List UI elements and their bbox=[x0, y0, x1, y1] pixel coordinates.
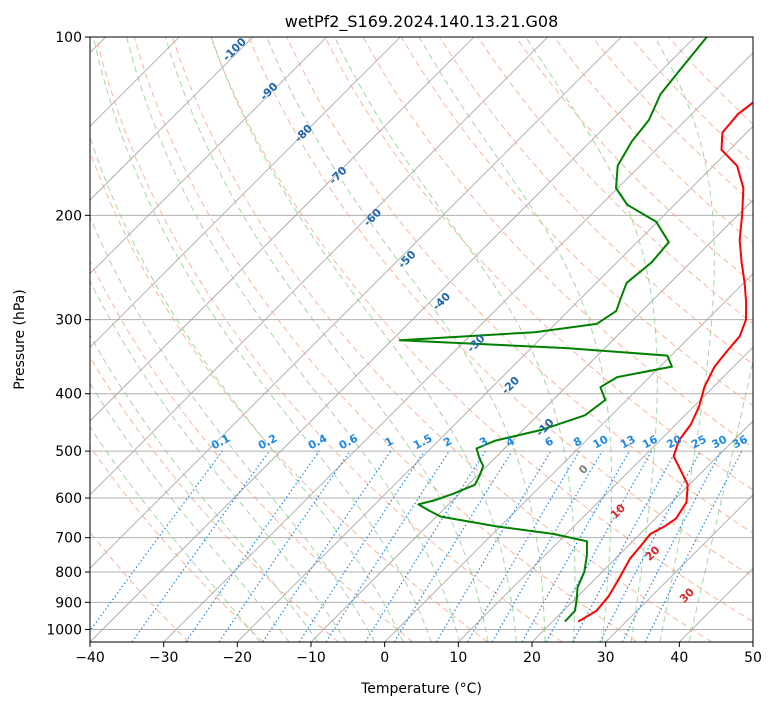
temperature-profile-line bbox=[577, 101, 753, 623]
moist-adiabat-line bbox=[90, 215, 376, 642]
isotherm-line bbox=[90, 37, 254, 201]
y-tick-label: 400 bbox=[55, 387, 82, 403]
grid-layer bbox=[90, 37, 753, 642]
dry-adiabat-line bbox=[95, 37, 563, 642]
mixing-ratio-label: 36 bbox=[730, 433, 750, 452]
isotherm-line bbox=[90, 37, 475, 422]
moist-adiabat-line bbox=[126, 37, 461, 642]
moist-adiabat-line bbox=[90, 426, 261, 642]
moist-adiabat-line bbox=[334, 37, 576, 642]
dry-adiabat-line bbox=[90, 259, 414, 642]
tick-layer: −40 −30 −20 −10 0 10 20 30 40 50 100 200 300 400 500 60… bbox=[46, 30, 762, 666]
y-tick-label: 800 bbox=[55, 565, 82, 581]
mixing-ratio-line bbox=[545, 450, 653, 642]
dry-adiabat-line bbox=[515, 37, 753, 284]
dry-adiabat-line bbox=[286, 37, 753, 534]
x-tick-label: 50 bbox=[744, 650, 762, 666]
mixing-ratio-label: 13 bbox=[618, 433, 638, 452]
dry-adiabat-line bbox=[248, 37, 753, 578]
y-tick-label: 300 bbox=[55, 313, 82, 329]
mixing-ratio-line bbox=[521, 450, 631, 642]
x-tick-label: 10 bbox=[449, 650, 467, 666]
isotherm-line bbox=[163, 52, 753, 642]
moist-adiabat-line bbox=[688, 358, 753, 642]
moist-adiabat-line bbox=[525, 37, 658, 642]
y-tick-label: 500 bbox=[55, 444, 82, 460]
dewpoint-profile-line bbox=[398, 37, 708, 623]
dry-adiabat-line bbox=[90, 445, 264, 642]
mixing-ratio-label: 20 bbox=[664, 433, 684, 452]
y-tick-label: 100 bbox=[55, 30, 82, 46]
mixing-ratio-line bbox=[185, 450, 320, 642]
x-tick-label: −30 bbox=[149, 650, 179, 666]
x-tick-label: 30 bbox=[597, 650, 615, 666]
mixing-ratio-line bbox=[572, 450, 677, 642]
mixing-ratio-label: 10 bbox=[591, 433, 611, 452]
isotherm-line bbox=[605, 494, 753, 642]
x-tick-label: −10 bbox=[296, 650, 326, 666]
mixing-ratio-line bbox=[393, 450, 513, 642]
moist-adiabat-line bbox=[654, 37, 715, 642]
isotherm-line bbox=[90, 37, 327, 275]
mixing-ratio-label: 30 bbox=[710, 433, 730, 452]
x-tick-label: 20 bbox=[523, 650, 541, 666]
mixing-ratio-line bbox=[325, 450, 450, 642]
moist-adiabat-line bbox=[266, 37, 546, 642]
mixing-ratio-line bbox=[262, 450, 392, 642]
isotherm-line bbox=[531, 420, 753, 642]
y-tick-label: 700 bbox=[55, 531, 82, 547]
dry-adiabat-line bbox=[90, 356, 339, 642]
mixing-ratio-line bbox=[131, 450, 270, 642]
isotherm-line bbox=[458, 346, 753, 642]
isotherm-line bbox=[90, 37, 548, 496]
chart-title: wetPf2_S169.2024.140.13.21.G08 bbox=[285, 12, 559, 32]
moist-adiabat-line bbox=[92, 37, 432, 642]
moist-adiabat-line bbox=[90, 334, 319, 642]
mixing-ratio-line bbox=[218, 450, 351, 642]
mixing-ratio-label: 16 bbox=[640, 433, 660, 452]
mixing-ratio-line bbox=[90, 450, 223, 632]
dry-adiabat-line bbox=[324, 37, 753, 491]
mixing-ratio-line bbox=[298, 450, 425, 642]
mixing-ratio-line bbox=[644, 450, 743, 642]
series-layer bbox=[398, 37, 753, 623]
y-tick-label: 600 bbox=[55, 491, 82, 507]
moist-adiabat-line bbox=[90, 382, 290, 642]
dry-adiabat-line bbox=[210, 37, 753, 623]
moist-adiabat-line bbox=[164, 37, 489, 642]
isotherm-line bbox=[90, 37, 401, 348]
y-tick-label: 1000 bbox=[46, 622, 82, 638]
mixing-ratio-label: 25 bbox=[689, 433, 709, 452]
isotherm-line bbox=[90, 37, 622, 569]
plot-frame bbox=[89, 36, 754, 643]
dry-adiabat-line bbox=[171, 37, 712, 642]
x-axis-title: Temperature (°C) bbox=[360, 681, 482, 697]
isotherm-line bbox=[90, 37, 696, 642]
y-tick-label: 200 bbox=[55, 208, 82, 224]
x-tick-label: −40 bbox=[75, 650, 105, 666]
x-tick-label: 40 bbox=[670, 650, 688, 666]
moist-adiabat-line bbox=[210, 37, 517, 642]
isotherm-line bbox=[237, 125, 753, 642]
x-tick-label: 0 bbox=[380, 650, 389, 666]
y-tick-label: 900 bbox=[55, 595, 82, 611]
moist-adiabat-line bbox=[90, 135, 404, 642]
x-tick-label: −20 bbox=[223, 650, 253, 666]
isotherm-line bbox=[384, 273, 753, 642]
y-axis-title: Pressure (hPa) bbox=[12, 289, 28, 389]
